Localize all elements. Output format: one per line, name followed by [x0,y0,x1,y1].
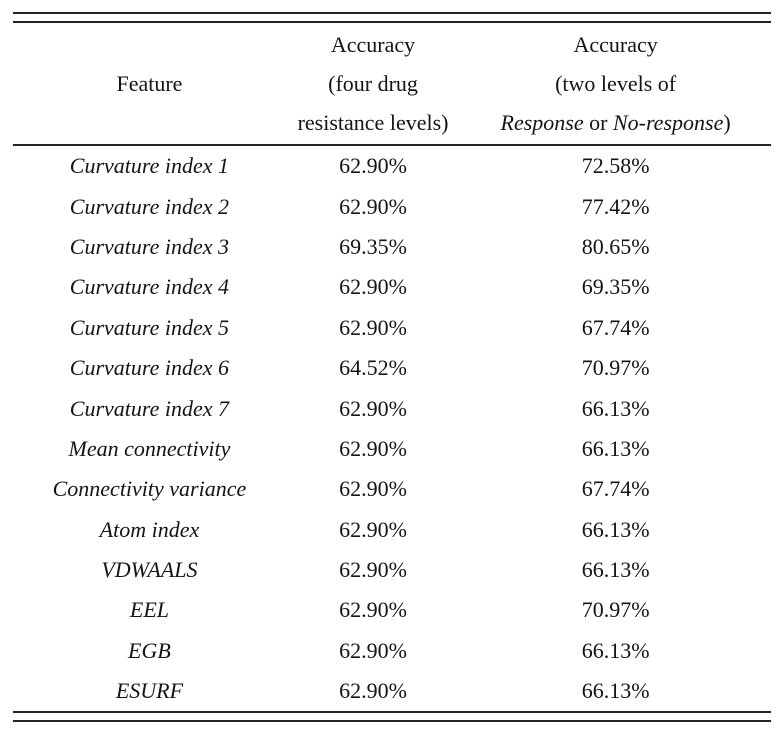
column-header-feature: Feature [13,23,286,146]
table-row: Curvature index 1 62.90% 72.58% [13,145,771,186]
feature-cell: EGB [128,637,171,663]
accuracy-four-cell: 62.90% [339,274,407,300]
response-label: Response [500,110,584,135]
header-row: Feature Accuracy (four drug resistance l… [13,23,771,146]
accuracy-two-cell: 69.35% [581,274,650,300]
table-row: Curvature index 2 62.90% 77.42% [13,186,771,226]
no-response-label: No-response [612,110,724,135]
accuracy-four-cell: 62.90% [339,678,407,704]
accuracy-two-cell: 70.97% [581,355,650,381]
feature-cell: Atom index [99,516,200,542]
table-row: Curvature index 5 62.90% 67.74% [13,308,771,348]
accuracy-two-cell: 77.42% [581,193,650,219]
column-header-accuracy-four-levels: Accuracy (four drug resistance levels) [285,23,461,146]
or-label: or [583,110,613,135]
accuracy-four-line1: Accuracy [330,32,416,57]
accuracy-four-cell: 64.52% [339,355,407,381]
feature-cell: Mean connectivity [68,435,231,461]
table-row: Atom index 62.90% 66.13% [13,510,771,550]
feature-cell: ESURF [115,678,184,704]
accuracy-four-line2: (four drug [328,71,418,96]
accuracy-four-cell: 69.35% [339,233,407,259]
table-row: Mean connectivity 62.90% 66.13% [13,429,771,469]
table-row: ESURF 62.90% 66.13% [13,671,771,711]
feature-header-label: Feature [116,71,183,96]
accuracy-two-cell: 72.58% [581,153,650,179]
accuracy-four-cell: 62.90% [339,153,407,179]
top-double-rule [13,12,771,23]
accuracy-two-line2: (two levels of [555,71,677,96]
accuracy-four-cell: 62.90% [339,637,407,663]
accuracy-two-cell: 66.13% [581,557,650,583]
accuracy-two-cell: 67.74% [581,476,650,502]
table-row: Connectivity variance 62.90% 67.74% [13,469,771,509]
feature-cell: Curvature index 7 [69,395,230,421]
feature-cell: EEL [129,597,169,623]
table-row: Curvature index 7 62.90% 66.13% [13,388,771,428]
accuracy-four-cell: 62.90% [339,476,407,502]
feature-cell: Curvature index 1 [69,153,230,179]
accuracy-four-cell: 62.90% [339,193,407,219]
feature-cell: Curvature index 2 [69,193,230,219]
accuracy-two-cell: 80.65% [581,233,650,259]
results-table: Feature Accuracy (four drug resistance l… [13,23,771,711]
feature-cell: VDWAALS [101,557,198,583]
accuracy-two-cell: 66.13% [581,395,650,421]
table-row: Curvature index 3 69.35% 80.65% [13,227,771,267]
accuracy-four-cell: 62.90% [339,557,407,583]
accuracy-four-cell: 62.90% [339,314,407,340]
feature-cell: Curvature index 6 [69,355,230,381]
table-row: EGB 62.90% 66.13% [13,631,771,671]
accuracy-two-cell: 67.74% [581,314,650,340]
accuracy-four-cell: 62.90% [339,516,407,542]
accuracy-two-cell: 66.13% [581,435,650,461]
column-header-accuracy-two-levels: Accuracy (two levels of Response or No-r… [460,23,771,146]
accuracy-two-line1: Accuracy [573,32,658,57]
table-row: VDWAALS 62.90% 66.13% [13,550,771,590]
feature-cell: Curvature index 4 [69,274,230,300]
feature-cell: Connectivity variance [52,476,247,502]
accuracy-two-cell: 66.13% [581,637,650,663]
feature-cell: Curvature index 3 [69,233,230,259]
feature-cell: Curvature index 5 [69,314,230,340]
closing-paren: ) [723,110,731,135]
accuracy-two-line3: Response or No-response) [460,103,771,142]
table-header: Feature Accuracy (four drug resistance l… [13,23,771,146]
table-row: EEL 62.90% 70.97% [13,590,771,630]
table-body: Curvature index 1 62.90% 72.58% Curvatur… [13,145,771,711]
accuracy-two-cell: 66.13% [581,516,650,542]
bottom-double-rule [13,711,771,723]
accuracy-four-cell: 62.90% [339,435,407,461]
accuracy-four-cell: 62.90% [339,395,407,421]
accuracy-four-line3: resistance levels) [297,110,449,135]
results-table-container: Feature Accuracy (four drug resistance l… [13,12,771,723]
table-row: Curvature index 6 64.52% 70.97% [13,348,771,388]
accuracy-two-cell: 70.97% [581,597,650,623]
table-row: Curvature index 4 62.90% 69.35% [13,267,771,307]
accuracy-two-cell: 66.13% [581,678,650,704]
accuracy-four-cell: 62.90% [339,597,407,623]
